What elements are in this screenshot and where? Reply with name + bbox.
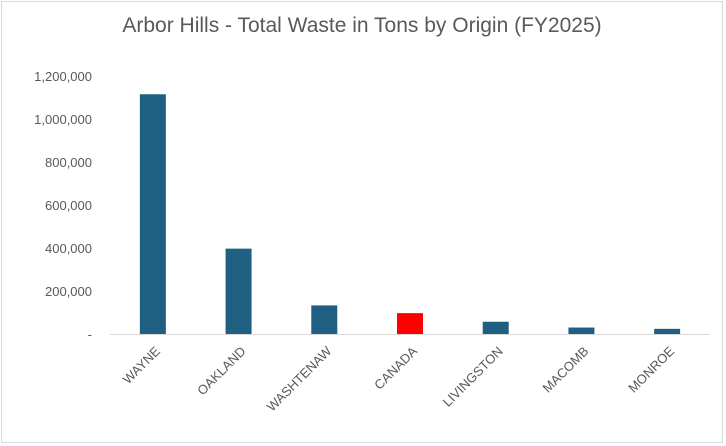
bar-livingston [482,321,509,334]
y-tick-label: - [88,327,92,342]
x-tick-label-macomb: MACOMB [540,344,592,396]
y-axis-tick-labels: - 200,000 400,000 600,000 800,000 1,000,000 1,… [34,69,92,342]
bar-wayne [139,94,166,335]
y-tick-label: 400,000 [45,241,92,256]
x-tick-label-monroe: MONROE [625,343,677,395]
x-tick-label-livingston: LIVINGSTON [440,344,506,410]
bar-canada [397,313,423,334]
bar-macomb [568,327,595,334]
x-tick-label-washtenaw: WASHTENAW [264,343,335,414]
chart-title: Arbor Hills - Total Waste in Tons by Ori… [122,14,602,37]
y-tick-label: 200,000 [45,284,92,299]
bars [139,94,681,335]
bar-washtenaw [311,305,338,334]
bar-oakland [225,248,252,334]
x-tick-label-wayne: WAYNE [120,343,164,387]
bar-monroe [654,328,681,334]
y-tick-label: 1,000,000 [34,112,92,127]
x-tick-label-canada: CANADA [371,343,420,392]
x-tick-label-oakland: OAKLAND [194,344,249,399]
x-axis-tick-labels: WAYNE OAKLAND WASHTENAW CANADA LIVINGSTON MAC… [120,343,678,414]
y-tick-label: 1,200,000 [34,69,92,84]
y-tick-label: 800,000 [45,155,92,170]
y-tick-label: 600,000 [45,198,92,213]
